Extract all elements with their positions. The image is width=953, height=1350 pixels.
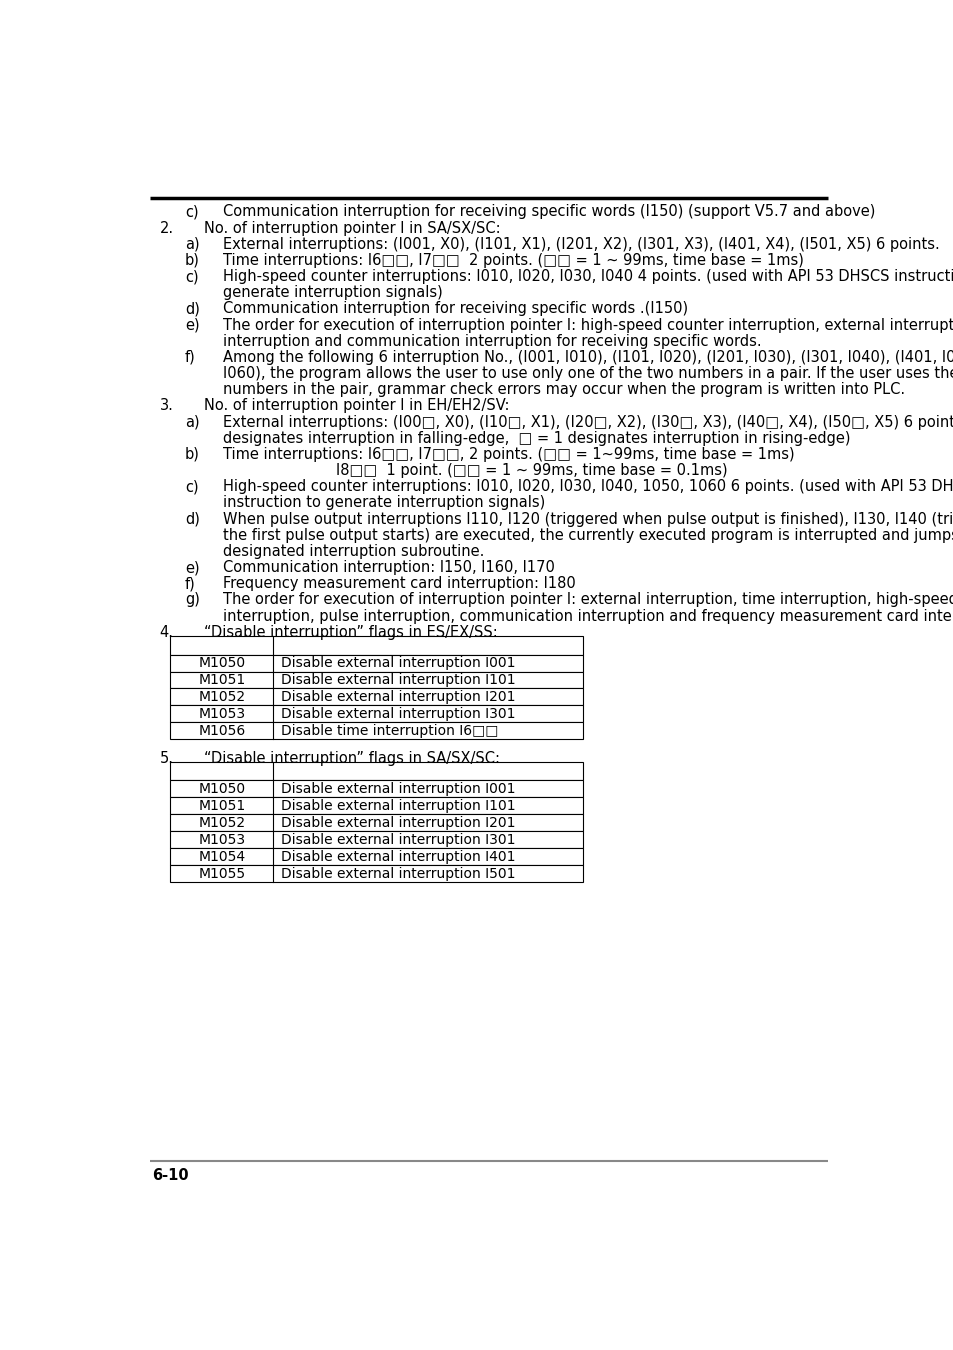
Text: c): c) <box>185 479 198 494</box>
Text: Disable external interruption I001: Disable external interruption I001 <box>281 782 516 796</box>
Bar <box>171 848 583 865</box>
Text: e): e) <box>185 560 199 575</box>
Text: Communication interruption for receiving specific words (I150) (support V5.7 and: Communication interruption for receiving… <box>223 204 875 219</box>
Text: External interruptions: (I001, X0), (I101, X1), (I201, X2), (I301, X3), (I401, X: External interruptions: (I001, X0), (I10… <box>223 236 939 251</box>
Text: Disable external interruption I201: Disable external interruption I201 <box>281 815 516 830</box>
Text: Communication interruption: I150, I160, I170: Communication interruption: I150, I160, … <box>223 560 555 575</box>
Bar <box>171 722 583 740</box>
Text: generate interruption signals): generate interruption signals) <box>223 285 442 300</box>
Bar <box>171 655 583 671</box>
Text: interruption, pulse interruption, communication interruption and frequency measu: interruption, pulse interruption, commun… <box>223 609 953 624</box>
Text: d): d) <box>185 512 200 526</box>
Bar <box>171 706 583 722</box>
Text: 4.: 4. <box>159 625 173 640</box>
Text: a): a) <box>185 236 199 251</box>
Text: “Disable interruption” flags in ES/EX/SS:: “Disable interruption” flags in ES/EX/SS… <box>204 625 497 640</box>
Bar <box>171 798 583 814</box>
Text: M1053: M1053 <box>198 833 245 846</box>
Text: 2.: 2. <box>159 220 173 235</box>
Text: M1055: M1055 <box>198 867 245 880</box>
Bar <box>171 780 583 798</box>
Text: g): g) <box>185 593 200 608</box>
Text: interruption and communication interruption for receiving specific words.: interruption and communication interrupt… <box>223 333 760 348</box>
Text: M1050: M1050 <box>198 656 245 670</box>
Text: No. of interruption pointer I in SA/SX/SC:: No. of interruption pointer I in SA/SX/S… <box>204 220 500 235</box>
Text: c): c) <box>185 269 198 284</box>
Text: M1052: M1052 <box>198 690 245 703</box>
Text: I060), the program allows the user to use only one of the two numbers in a pair.: I060), the program allows the user to us… <box>223 366 953 381</box>
Text: M1056: M1056 <box>198 724 245 738</box>
Text: Disable external interruption I001: Disable external interruption I001 <box>281 656 516 670</box>
Text: External interruptions: (I00□, X0), (I10□, X1), (I20□, X2), (I30□, X3), (I40□, X: External interruptions: (I00□, X0), (I10… <box>223 414 953 429</box>
Text: When pulse output interruptions I110, I120 (triggered when pulse output is finis: When pulse output interruptions I110, I1… <box>223 512 953 526</box>
Bar <box>171 671 583 689</box>
Text: e): e) <box>185 317 199 332</box>
Bar <box>171 761 583 780</box>
Text: 5.: 5. <box>159 751 173 765</box>
Text: M1053: M1053 <box>198 707 245 721</box>
Text: M1050: M1050 <box>198 782 245 796</box>
Text: M1051: M1051 <box>198 799 245 813</box>
Text: the first pulse output starts) are executed, the currently executed program is i: the first pulse output starts) are execu… <box>223 528 953 543</box>
Text: b): b) <box>185 252 200 267</box>
Text: instruction to generate interruption signals): instruction to generate interruption sig… <box>223 495 545 510</box>
Text: “Disable interruption” flags in SA/SX/SC:: “Disable interruption” flags in SA/SX/SC… <box>204 751 500 765</box>
Text: Disable external interruption I101: Disable external interruption I101 <box>281 674 516 687</box>
Text: Disable time interruption I6□□: Disable time interruption I6□□ <box>281 724 498 738</box>
Text: Disable external interruption I201: Disable external interruption I201 <box>281 690 516 703</box>
Text: f): f) <box>185 350 195 365</box>
Text: Disable external interruption I101: Disable external interruption I101 <box>281 799 516 813</box>
Text: a): a) <box>185 414 199 429</box>
Text: M1052: M1052 <box>198 815 245 830</box>
Text: c): c) <box>185 204 198 219</box>
Text: designated interruption subroutine.: designated interruption subroutine. <box>223 544 484 559</box>
Bar <box>171 688 583 706</box>
Text: b): b) <box>185 447 200 462</box>
Text: designates interruption in falling-edge,  □ = 1 designates interruption in risin: designates interruption in falling-edge,… <box>223 431 850 446</box>
Text: High-speed counter interruptions: I010, I020, I030, I040 4 points. (used with AP: High-speed counter interruptions: I010, … <box>223 269 953 284</box>
Text: Among the following 6 interruption No., (I001, I010), (I101, I020), (I201, I030): Among the following 6 interruption No., … <box>223 350 953 365</box>
Text: numbers in the pair, grammar check errors may occur when the program is written : numbers in the pair, grammar check error… <box>223 382 904 397</box>
Text: The order for execution of interruption pointer I: high-speed counter interrupti: The order for execution of interruption … <box>223 317 953 332</box>
Text: No. of interruption pointer I in EH/EH2/SV:: No. of interruption pointer I in EH/EH2/… <box>204 398 510 413</box>
Text: d): d) <box>185 301 200 316</box>
Text: Time interruptions: I6□□, I7□□, 2 points. (□□ = 1~99ms, time base = 1ms): Time interruptions: I6□□, I7□□, 2 points… <box>223 447 794 462</box>
Text: I8□□  1 point. (□□ = 1 ~ 99ms, time base = 0.1ms): I8□□ 1 point. (□□ = 1 ~ 99ms, time base … <box>335 463 727 478</box>
Text: Disable external interruption I301: Disable external interruption I301 <box>281 833 516 846</box>
Text: Disable external interruption I301: Disable external interruption I301 <box>281 707 516 721</box>
Text: f): f) <box>185 576 195 591</box>
Bar <box>171 636 583 655</box>
Text: High-speed counter interruptions: I010, I020, I030, I040, 1050, 1060 6 points. (: High-speed counter interruptions: I010, … <box>223 479 953 494</box>
Text: M1054: M1054 <box>198 849 245 864</box>
Text: M1051: M1051 <box>198 674 245 687</box>
Text: Communication interruption for receiving specific words .(I150): Communication interruption for receiving… <box>223 301 687 316</box>
Text: 6-10: 6-10 <box>152 1168 189 1183</box>
Text: Time interruptions: I6□□, I7□□  2 points. (□□ = 1 ~ 99ms, time base = 1ms): Time interruptions: I6□□, I7□□ 2 points.… <box>223 252 803 267</box>
Text: Disable external interruption I501: Disable external interruption I501 <box>281 867 516 880</box>
Text: The order for execution of interruption pointer I: external interruption, time i: The order for execution of interruption … <box>223 593 953 608</box>
Bar <box>171 865 583 882</box>
Bar <box>171 814 583 832</box>
Bar <box>171 832 583 848</box>
Text: 3.: 3. <box>159 398 173 413</box>
Text: Frequency measurement card interruption: I180: Frequency measurement card interruption:… <box>223 576 576 591</box>
Text: Disable external interruption I401: Disable external interruption I401 <box>281 849 516 864</box>
